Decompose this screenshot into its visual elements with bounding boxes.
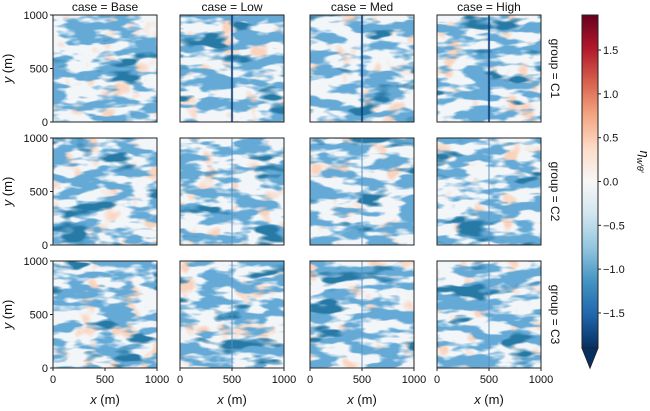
colorbar: 1.5 1.0 0.5 0.0 −0.5 −1.0 −1.5 ηw′θ′ — [581, 14, 650, 370]
row-titles: group = C1 group = C2 group = C3 — [548, 39, 562, 345]
x-tick-label: 1000 — [272, 374, 296, 386]
column-title: case = Med — [331, 0, 393, 14]
axis-labels: y (m) y (m) y (m) x (m) x (m) x (m) x (m) — [0, 54, 504, 407]
y-tick-label: 0 — [42, 363, 48, 375]
y-tick-label: 0 — [42, 240, 48, 252]
colorbar-tick-label: 1.0 — [603, 89, 618, 101]
x-axis-label: x (m) — [346, 392, 377, 407]
x-tick-label: 0 — [177, 374, 183, 386]
x-tick-label: 500 — [96, 374, 114, 386]
row-title: group = C1 — [548, 39, 562, 99]
column-title: case = High — [457, 0, 521, 14]
x-axis-label: x (m) — [216, 392, 247, 407]
heatmap-panel-r2-c2 — [179, 137, 285, 246]
y-tick-label: 500 — [30, 187, 48, 199]
colorbar-extend-min — [581, 347, 599, 370]
strong-negative-texture — [53, 15, 157, 122]
x-tick-label: 500 — [353, 374, 371, 386]
strong-negative-texture — [53, 261, 157, 368]
x-tick-label: 0 — [50, 374, 56, 386]
row-title: group = C3 — [548, 285, 562, 345]
colorbar-tick-label: 0.5 — [603, 133, 618, 145]
panel-frame — [309, 137, 415, 246]
heatmap-panel-r3-c4: 0 500 1000 — [434, 260, 553, 386]
y-tick-label: 1000 — [24, 256, 48, 268]
panel-frame — [179, 14, 285, 123]
y-axis-label: y (m) — [0, 54, 15, 85]
strong-negative-texture — [53, 138, 157, 245]
heatmap-panel-r1-c1: 0 500 1000 — [24, 10, 158, 129]
heatmap-panel-r2-c4 — [436, 137, 542, 246]
x-tick-label: 1000 — [529, 374, 553, 386]
colorbar-tick-label: 0.0 — [603, 177, 618, 189]
colorbar-tick-label: −1.5 — [603, 308, 625, 320]
heatmap-panel-r1-c2 — [179, 14, 285, 123]
y-tick-label: 0 — [42, 117, 48, 129]
x-tick-label: 500 — [480, 374, 498, 386]
heatmap-panel-r2-c1: 0 500 1000 — [24, 133, 158, 252]
y-axis-label: y (m) — [0, 177, 15, 208]
colorbar-tick-label: −0.5 — [603, 220, 625, 232]
y-tick-label: 500 — [30, 64, 48, 76]
y-tick-label: 1000 — [24, 10, 48, 22]
heatmap-panel-r1-c4 — [436, 14, 542, 123]
panel-grid: 0 500 1000 0 500 1000 0 500 1000 0 500 1000 0 500 1000… — [24, 10, 554, 386]
column-title: case = Base — [72, 0, 139, 14]
x-tick-label: 1000 — [402, 374, 426, 386]
x-axis-label: x (m) — [473, 392, 504, 407]
x-tick-label: 500 — [223, 374, 241, 386]
x-tick-label: 1000 — [145, 374, 169, 386]
panel-frame — [436, 14, 542, 123]
column-title: case = Low — [201, 0, 262, 14]
y-axis-label: y (m) — [0, 300, 15, 331]
panel-frame — [309, 14, 415, 123]
column-titles: case = Base case = Low case = Med case = Hi… — [72, 0, 521, 14]
y-tick-label: 1000 — [24, 133, 48, 145]
heatmap-panel-r3-c1: 0 500 1000 0 500 1000 — [24, 256, 170, 386]
colorbar-tick-label: −1.0 — [603, 264, 625, 276]
heatmap-panel-r3-c2: 0 500 1000 — [177, 260, 296, 386]
x-tick-label: 0 — [307, 374, 313, 386]
panel-frame — [436, 137, 542, 246]
panel-frame — [179, 137, 285, 246]
x-tick-label: 0 — [434, 374, 440, 386]
x-axis-label: x (m) — [89, 392, 120, 407]
colorbar-fill — [582, 15, 598, 348]
row-title: group = C2 — [548, 162, 562, 222]
heatmap-panel-r3-c3: 0 500 1000 — [307, 260, 426, 386]
heatmap-panel-r1-c3 — [309, 14, 415, 123]
heatmap-panel-r2-c3 — [309, 137, 415, 246]
colorbar-label: ηw′θ′ — [635, 151, 650, 173]
y-tick-label: 500 — [30, 310, 48, 322]
colorbar-tick-label: 1.5 — [603, 45, 618, 57]
